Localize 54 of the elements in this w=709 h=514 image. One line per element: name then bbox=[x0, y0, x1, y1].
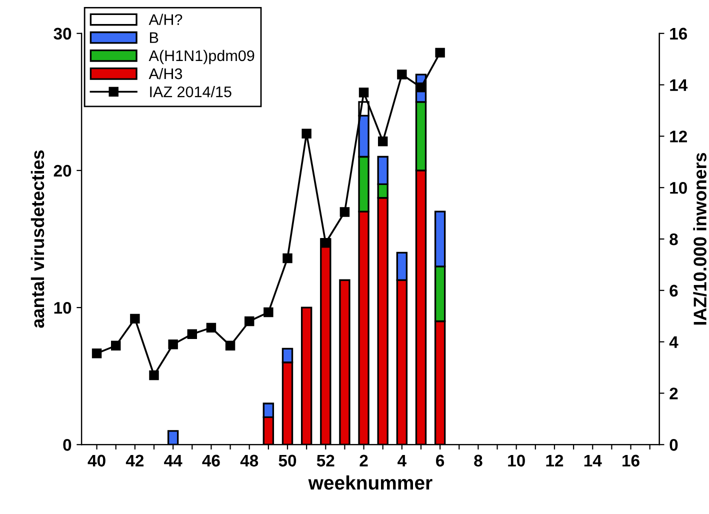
y-tick-label: 20 bbox=[54, 164, 72, 177]
x-tick-label: 4 bbox=[398, 454, 406, 466]
x-tick-label: 44 bbox=[164, 454, 182, 466]
y2-tick-label: 16 bbox=[670, 28, 688, 40]
point bbox=[264, 307, 274, 318]
point bbox=[149, 370, 159, 380]
y-tick-label: 30 bbox=[54, 28, 72, 40]
point bbox=[187, 329, 198, 339]
point bbox=[225, 340, 236, 351]
x-axis-title: weeknummer bbox=[308, 475, 432, 490]
point bbox=[435, 48, 445, 58]
y2-tick-label: 10 bbox=[670, 182, 687, 194]
y-tick-label: 0 bbox=[63, 439, 72, 451]
x-tick-label: 40 bbox=[88, 454, 106, 467]
point bbox=[244, 316, 254, 326]
y2-tick-label: 12 bbox=[670, 130, 687, 142]
point bbox=[168, 340, 178, 350]
x-tick-label: 52 bbox=[316, 454, 334, 467]
x-tick-label: 12 bbox=[546, 454, 564, 466]
point bbox=[378, 136, 388, 146]
point bbox=[320, 238, 330, 248]
x-tick-label: 2 bbox=[360, 454, 368, 466]
x-tick-label: 48 bbox=[240, 454, 258, 467]
x-tick-label: 16 bbox=[622, 454, 640, 467]
x-tick-label: 14 bbox=[584, 454, 602, 466]
legend-label: B bbox=[150, 32, 158, 43]
y2-axis-title: IAZ/10.000 inwoners bbox=[693, 152, 707, 325]
point bbox=[282, 253, 292, 264]
point bbox=[397, 70, 407, 80]
point bbox=[111, 340, 121, 351]
point bbox=[92, 348, 102, 358]
x-tick-label: 10 bbox=[508, 454, 525, 467]
point bbox=[302, 128, 312, 138]
point bbox=[130, 314, 140, 324]
y2-tick-label: 14 bbox=[670, 79, 688, 91]
point bbox=[358, 88, 369, 98]
y2-tick-label: 0 bbox=[670, 439, 678, 451]
legend-label: IAZ 2014/15 bbox=[150, 86, 232, 98]
y2-tick-label: 4 bbox=[669, 336, 678, 348]
y2-tick-label: 8 bbox=[670, 233, 678, 246]
y2-tick-label: 2 bbox=[670, 388, 678, 400]
y-tick-label: 10 bbox=[54, 302, 72, 314]
x-tick-label: 46 bbox=[202, 454, 220, 467]
x-tick-label: 6 bbox=[436, 454, 444, 467]
x-tick-label: 8 bbox=[474, 454, 482, 467]
point bbox=[340, 207, 350, 217]
legend-label: A/H3 bbox=[148, 68, 182, 80]
y-axis-title: aantal virusdetecties bbox=[30, 150, 44, 328]
y2-tick-label: 6 bbox=[670, 284, 678, 297]
x-tick-label: 50 bbox=[278, 454, 296, 467]
legend-label: A/H? bbox=[148, 14, 182, 26]
legend-label: A(H1N1)pdm09 bbox=[148, 50, 254, 64]
x-tick-label: 42 bbox=[126, 454, 144, 466]
point bbox=[206, 322, 216, 333]
